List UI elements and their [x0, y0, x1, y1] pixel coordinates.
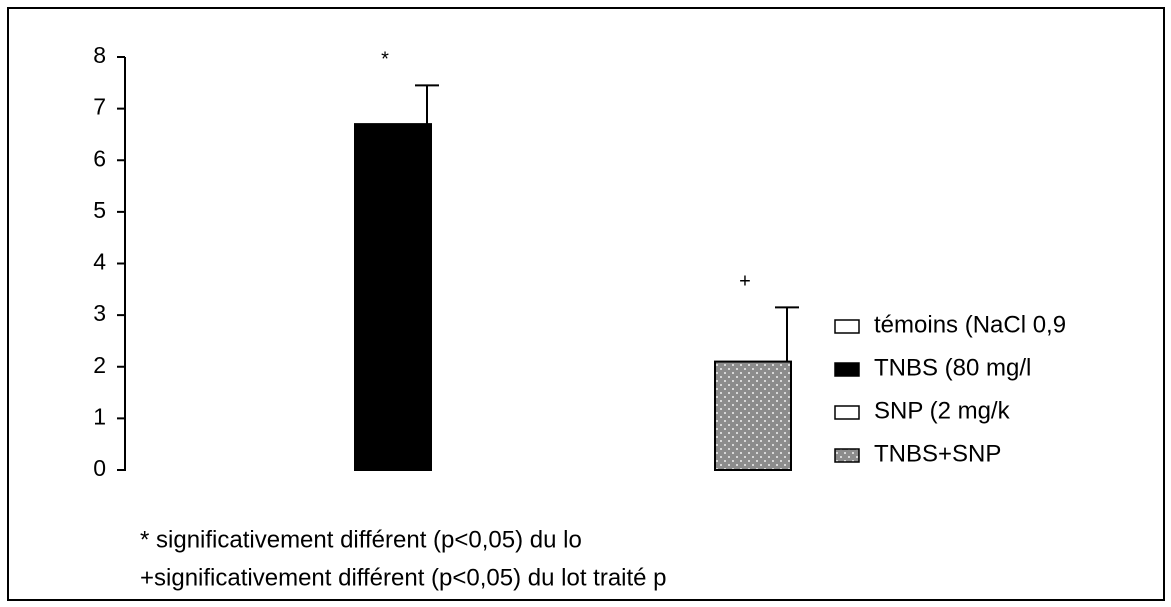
legend-swatch	[834, 362, 860, 377]
legend-label: témoins (NaCl 0,9	[874, 311, 1066, 338]
bar	[354, 123, 432, 472]
legend-label: TNBS+SNP	[874, 440, 1001, 467]
y-tick-label: 2	[93, 352, 106, 378]
bar	[714, 360, 792, 471]
legend-swatch	[834, 405, 860, 420]
legend-swatch	[834, 319, 860, 334]
bar-annotation: +	[739, 271, 751, 293]
y-tick-label: 8	[93, 42, 106, 68]
frame	[7, 7, 1165, 601]
bar-annotation: *	[381, 49, 389, 71]
y-tick-label: 3	[93, 300, 106, 326]
legend-swatch	[834, 448, 860, 463]
y-tick-label: 1	[93, 403, 106, 429]
footnote: +significativement différent (p<0,05) du…	[140, 564, 667, 591]
y-tick-label: 6	[93, 145, 106, 171]
legend-label: SNP (2 mg/k	[874, 397, 1011, 424]
y-tick-label: 0	[93, 455, 106, 481]
legend-label: TNBS (80 mg/l	[874, 354, 1031, 381]
footnote: * significativement différent (p<0,05) d…	[140, 526, 582, 553]
y-tick-label: 7	[93, 94, 106, 120]
y-tick-label: 5	[93, 197, 106, 223]
y-tick-label: 4	[93, 249, 106, 275]
